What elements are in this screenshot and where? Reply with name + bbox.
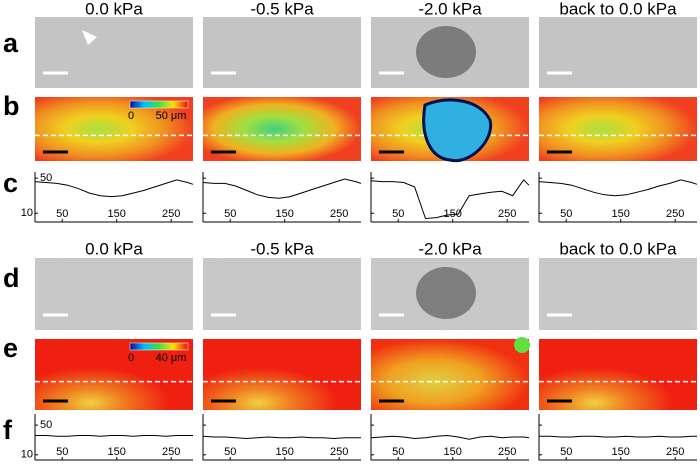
- x-tick-label: 50: [224, 446, 236, 458]
- x-tick-label: 150: [108, 208, 126, 220]
- deformation-map: [422, 98, 493, 163]
- x-tick-label: 150: [108, 446, 126, 458]
- x-tick-label: 50: [560, 446, 572, 458]
- x-tick-label: 150: [276, 208, 294, 220]
- panel-label: f: [3, 415, 13, 445]
- y-tick-label: 50: [40, 419, 52, 431]
- micrograph-texture: [539, 17, 697, 88]
- micrograph-texture: [203, 17, 361, 88]
- height-profile: [202, 178, 362, 199]
- x-tick-label: 150: [276, 446, 294, 458]
- micrograph-texture: [203, 258, 361, 330]
- column-header: back to 0.0 kPa: [559, 0, 677, 18]
- x-tick-label: 250: [162, 446, 180, 458]
- colorbar-max: 50 μm: [156, 110, 187, 122]
- x-tick-label: 50: [56, 208, 68, 220]
- x-tick-label: 50: [560, 208, 572, 220]
- height-map: [539, 97, 697, 161]
- x-tick-label: 50: [392, 446, 404, 458]
- colorbar-min: 0: [128, 110, 134, 122]
- height-map: [203, 97, 361, 161]
- height-profile: [370, 434, 530, 440]
- column-header: -2.0 kPa: [418, 239, 482, 258]
- column-header: back to 0.0 kPa: [559, 239, 677, 258]
- x-tick-label: 250: [330, 446, 348, 458]
- column-header: 0.0 kPa: [85, 0, 143, 18]
- micrograph-texture: [539, 258, 697, 330]
- panel-label: b: [3, 91, 20, 121]
- column-header: -0.5 kPa: [250, 239, 314, 258]
- column-header: -2.0 kPa: [418, 0, 482, 18]
- x-tick-label: 150: [444, 446, 462, 458]
- colorbar-min: 0: [128, 352, 134, 364]
- x-tick-label: 150: [612, 446, 630, 458]
- x-tick-label: 50: [392, 208, 404, 220]
- height-profile: [34, 179, 194, 198]
- deformation: [416, 267, 476, 319]
- x-tick-label: 250: [330, 208, 348, 220]
- height-profile: [538, 179, 698, 197]
- x-tick-label: 50: [56, 446, 68, 458]
- x-tick-label: 250: [666, 208, 684, 220]
- colorbar-max: 40 μm: [156, 352, 187, 364]
- x-tick-label: 250: [162, 208, 180, 220]
- x-tick-label: 250: [666, 446, 684, 458]
- hot-spot: [514, 337, 530, 353]
- panel-label: d: [3, 263, 20, 293]
- x-tick-label: 250: [498, 208, 516, 220]
- y-tick-label: 10: [21, 207, 33, 219]
- panel-label: c: [3, 168, 18, 198]
- height-profile: [202, 435, 361, 440]
- x-tick-label: 150: [444, 208, 462, 220]
- x-tick-label: 150: [612, 208, 630, 220]
- micrograph-texture: [35, 258, 193, 330]
- panel-label: a: [3, 28, 19, 58]
- height-profile: [370, 179, 530, 220]
- y-tick-label: 10: [21, 449, 33, 461]
- height-map: [371, 339, 529, 410]
- deformation: [416, 26, 476, 78]
- column-header: 0.0 kPa: [85, 239, 143, 258]
- column-header: -0.5 kPa: [250, 0, 314, 18]
- x-tick-label: 50: [224, 208, 236, 220]
- colorbar: [129, 100, 189, 109]
- height-map: [539, 339, 697, 410]
- height-map: [203, 339, 361, 410]
- x-tick-label: 250: [498, 446, 516, 458]
- y-tick-label: 50: [40, 172, 52, 184]
- height-profile: [35, 435, 193, 437]
- micrograph-texture: [35, 17, 193, 88]
- height-map: [35, 339, 193, 410]
- arrowhead: [82, 30, 97, 45]
- colorbar: [129, 342, 189, 351]
- height-profile: [539, 435, 697, 438]
- panel-label: e: [3, 333, 18, 363]
